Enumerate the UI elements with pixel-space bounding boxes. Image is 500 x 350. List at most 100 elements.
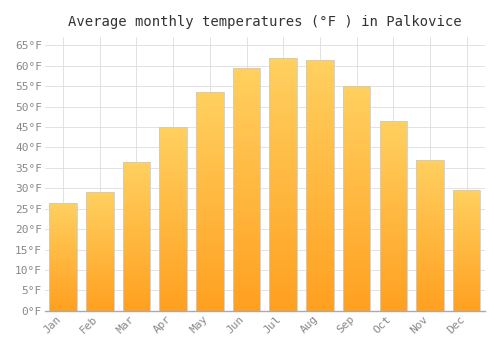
Bar	[380, 191, 407, 193]
Bar	[306, 155, 334, 158]
Bar	[270, 288, 297, 290]
Bar	[453, 278, 480, 280]
Bar	[343, 172, 370, 174]
Bar	[453, 231, 480, 232]
Bar	[50, 303, 77, 304]
Bar	[306, 125, 334, 127]
Bar	[453, 236, 480, 237]
Bar	[270, 177, 297, 179]
Bar	[380, 271, 407, 273]
Bar	[122, 180, 150, 181]
Bar	[453, 194, 480, 195]
Bar	[343, 223, 370, 225]
Bar	[343, 212, 370, 214]
Bar	[343, 288, 370, 290]
Bar	[196, 298, 224, 300]
Bar	[416, 300, 444, 302]
Bar	[270, 159, 297, 161]
Bar	[196, 132, 224, 134]
Bar	[380, 301, 407, 303]
Bar	[86, 298, 114, 299]
Bar	[270, 116, 297, 118]
Bar	[86, 211, 114, 212]
Bar	[122, 280, 150, 281]
Bar	[453, 242, 480, 243]
Bar	[50, 270, 77, 271]
Bar	[416, 211, 444, 212]
Bar	[380, 222, 407, 223]
Bar	[196, 304, 224, 307]
Bar	[86, 224, 114, 225]
Bar	[160, 309, 187, 311]
Bar	[343, 129, 370, 131]
Bar	[416, 267, 444, 268]
Bar	[453, 224, 480, 225]
Bar	[306, 175, 334, 178]
Bar	[50, 294, 77, 295]
Bar	[160, 138, 187, 140]
Bar	[122, 244, 150, 245]
Bar	[416, 228, 444, 229]
Bar	[122, 221, 150, 223]
Bar	[416, 252, 444, 253]
Bar	[380, 136, 407, 138]
Bar	[343, 189, 370, 192]
Bar	[196, 228, 224, 230]
Bar	[122, 217, 150, 218]
Bar	[233, 279, 260, 282]
Bar	[416, 296, 444, 297]
Bar	[270, 149, 297, 151]
Bar	[453, 212, 480, 213]
Bar	[122, 208, 150, 209]
Bar	[50, 217, 77, 218]
Bar	[122, 298, 150, 299]
Bar	[453, 262, 480, 264]
Bar	[306, 200, 334, 203]
Bar	[380, 286, 407, 288]
Bar	[233, 284, 260, 287]
Bar	[160, 127, 187, 129]
Bar	[50, 259, 77, 260]
Bar	[196, 160, 224, 162]
Bar	[50, 267, 77, 268]
Bar	[380, 212, 407, 214]
Bar	[416, 255, 444, 257]
Bar	[86, 253, 114, 254]
Bar	[233, 85, 260, 87]
Bar	[233, 112, 260, 114]
Bar	[196, 202, 224, 204]
Bar	[270, 303, 297, 306]
Bar	[86, 218, 114, 219]
Bar	[196, 212, 224, 215]
Bar	[270, 83, 297, 85]
Bar	[196, 177, 224, 180]
Bar	[270, 88, 297, 90]
Bar	[196, 130, 224, 132]
Bar	[416, 232, 444, 234]
Bar	[306, 236, 334, 238]
Bar	[306, 251, 334, 253]
Bar	[380, 265, 407, 267]
Bar	[380, 284, 407, 286]
Bar	[233, 303, 260, 306]
Bar	[196, 112, 224, 114]
Bar	[306, 308, 334, 311]
Bar	[122, 245, 150, 247]
Bar	[306, 127, 334, 130]
Bar	[270, 68, 297, 70]
Bar	[233, 197, 260, 199]
Bar	[196, 219, 224, 221]
Bar	[50, 310, 77, 311]
Bar	[233, 126, 260, 128]
Bar	[416, 163, 444, 164]
Bar	[416, 203, 444, 205]
Bar	[122, 308, 150, 309]
Bar	[122, 251, 150, 253]
Bar	[196, 250, 224, 252]
Bar	[270, 308, 297, 311]
Bar	[86, 202, 114, 203]
Bar	[306, 243, 334, 245]
Bar	[86, 214, 114, 215]
Bar	[306, 208, 334, 210]
Bar	[50, 221, 77, 222]
